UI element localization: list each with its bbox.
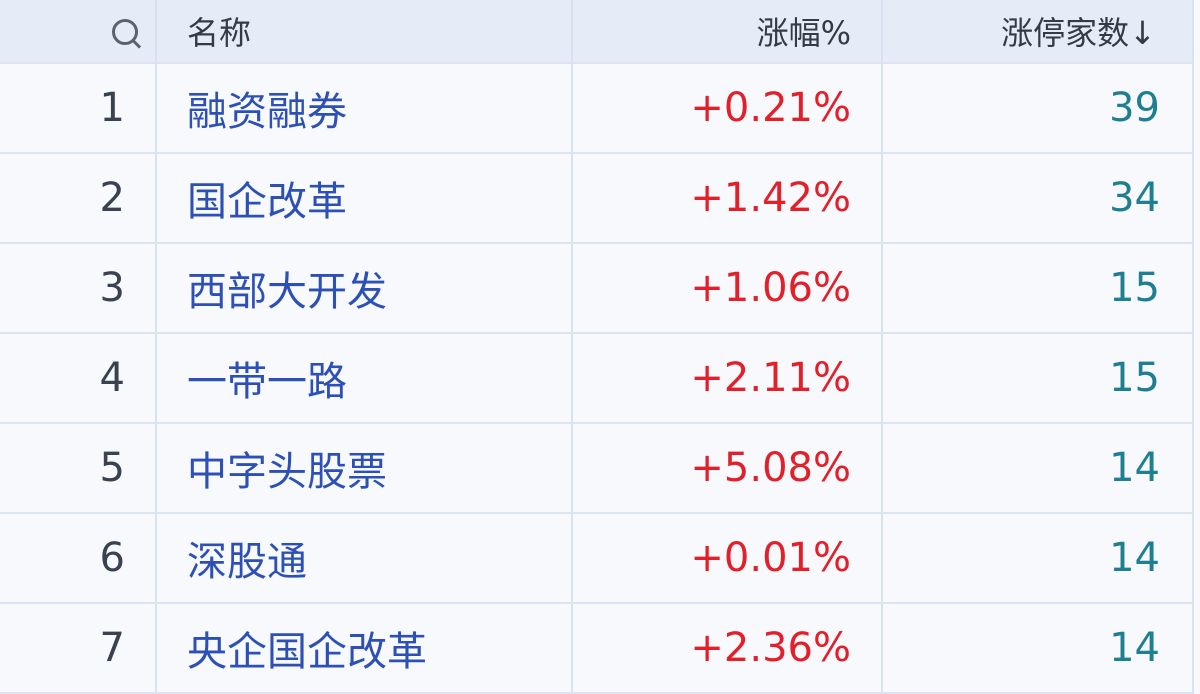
rank-cell: 1 xyxy=(0,63,157,154)
rank-cell: 3 xyxy=(0,243,157,334)
column-header-change[interactable]: 涨幅% xyxy=(572,0,883,64)
limit-up-count: 34 xyxy=(882,153,1194,244)
table-row[interactable]: 1 融资融券 +0.21% 39 xyxy=(0,63,1194,154)
table-row[interactable]: 2 国企改革 +1.42% 34 xyxy=(0,153,1194,244)
sector-name[interactable]: 西部大开发 xyxy=(156,243,573,334)
change-percent: +5.08% xyxy=(572,423,883,514)
sector-name[interactable]: 中字头股票 xyxy=(156,423,573,514)
limit-up-count: 14 xyxy=(882,423,1194,514)
table-row[interactable]: 7 央企国企改革 +2.36% 14 xyxy=(0,603,1194,694)
sector-name[interactable]: 国企改革 xyxy=(156,153,573,244)
change-percent: +0.01% xyxy=(572,513,883,604)
table-row[interactable]: 3 西部大开发 +1.06% 15 xyxy=(0,243,1194,334)
sector-name[interactable]: 央企国企改革 xyxy=(156,603,573,694)
rank-cell: 4 xyxy=(0,333,157,424)
column-header-limit-up[interactable]: 涨停家数↓ xyxy=(882,0,1194,64)
table-row[interactable]: 5 中字头股票 +5.08% 14 xyxy=(0,423,1194,514)
rank-cell: 7 xyxy=(0,603,157,694)
sector-name[interactable]: 融资融券 xyxy=(156,63,573,154)
change-percent: +1.06% xyxy=(572,243,883,334)
sector-name[interactable]: 一带一路 xyxy=(156,333,573,424)
change-percent: +2.36% xyxy=(572,603,883,694)
change-percent: +1.42% xyxy=(572,153,883,244)
rank-cell: 5 xyxy=(0,423,157,514)
limit-up-count: 15 xyxy=(882,243,1194,334)
column-header-name[interactable]: 名称 xyxy=(156,0,573,64)
rank-cell: 6 xyxy=(0,513,157,604)
limit-up-count: 14 xyxy=(882,603,1194,694)
header-row: 名称 涨幅% 涨停家数↓ xyxy=(0,0,1194,64)
rank-cell: 2 xyxy=(0,153,157,244)
change-percent: +0.21% xyxy=(572,63,883,154)
table-row[interactable]: 6 深股通 +0.01% 14 xyxy=(0,513,1194,604)
limit-up-count: 39 xyxy=(882,63,1194,154)
search-icon[interactable] xyxy=(111,18,141,48)
search-button[interactable] xyxy=(0,0,157,64)
limit-up-count: 15 xyxy=(882,333,1194,424)
table-row[interactable]: 4 一带一路 +2.11% 15 xyxy=(0,333,1194,424)
limit-up-count: 14 xyxy=(882,513,1194,604)
change-percent: +2.11% xyxy=(572,333,883,424)
sector-name[interactable]: 深股通 xyxy=(156,513,573,604)
